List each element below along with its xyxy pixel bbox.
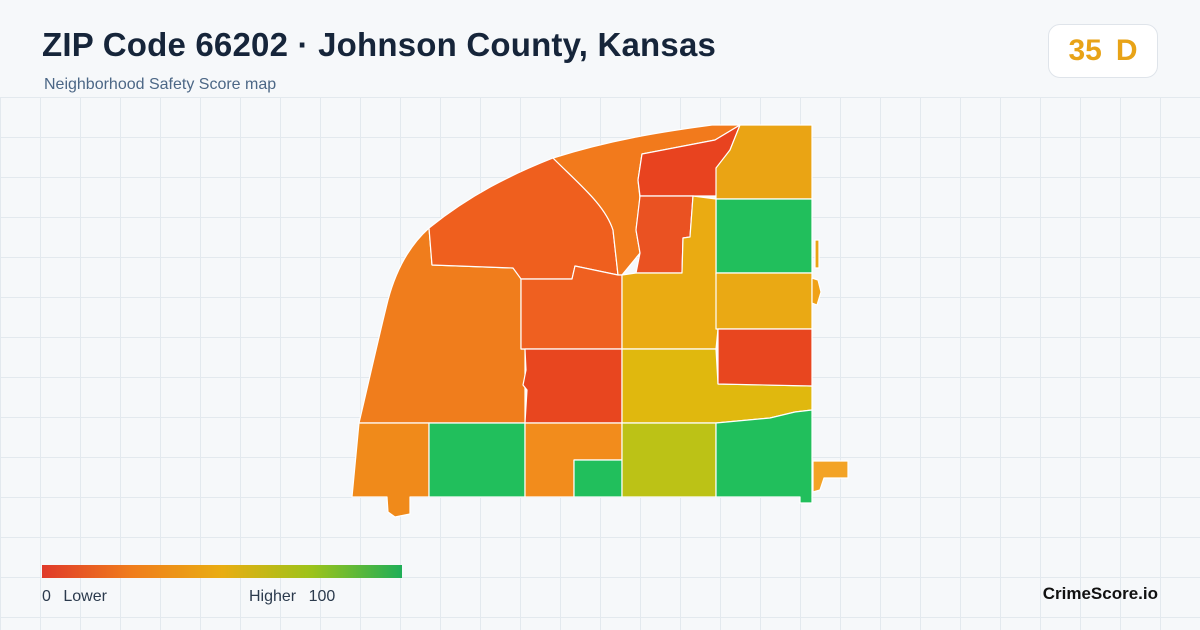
region-southeast-orange-tab[interactable]	[812, 460, 849, 493]
region-east-red[interactable]	[717, 328, 813, 387]
legend-high-value: 100	[308, 588, 336, 605]
region-center-red[interactable]	[522, 348, 623, 424]
legend-low-label: 0 Lower	[42, 588, 107, 606]
region-east-yellow[interactable]	[715, 272, 813, 330]
page-title: ZIP Code 66202 · Johnson County, Kansas	[42, 26, 717, 63]
score-value: 35	[1068, 34, 1102, 67]
region-south-olive[interactable]	[621, 422, 717, 498]
legend-low-text: Lower	[63, 588, 107, 605]
region-east-green-upper[interactable]	[715, 198, 813, 274]
legend-high-text: Higher	[249, 588, 297, 605]
legend-gradient-bar	[42, 565, 402, 578]
region-south-green-small[interactable]	[573, 459, 623, 498]
page-subtitle: Neighborhood Safety Score map	[44, 76, 277, 93]
score-grade: D	[1115, 34, 1138, 67]
region-south-green-west[interactable]	[428, 422, 526, 498]
brand-logo-text[interactable]: CrimeScore.io	[1042, 584, 1158, 603]
legend-low-value: 0	[42, 588, 51, 605]
legend-high-label: Higher 100	[249, 588, 335, 606]
region-east-sliver[interactable]	[814, 239, 820, 269]
header: ZIP Code 66202 · Johnson County, Kansas …	[0, 0, 1200, 97]
region-center-orange[interactable]	[520, 265, 623, 350]
safety-score-badge: 35 D	[1048, 24, 1158, 78]
region-southwest-orange[interactable]	[351, 422, 430, 518]
region-southeast-green[interactable]	[715, 409, 813, 504]
region-east-notch[interactable]	[811, 277, 822, 306]
